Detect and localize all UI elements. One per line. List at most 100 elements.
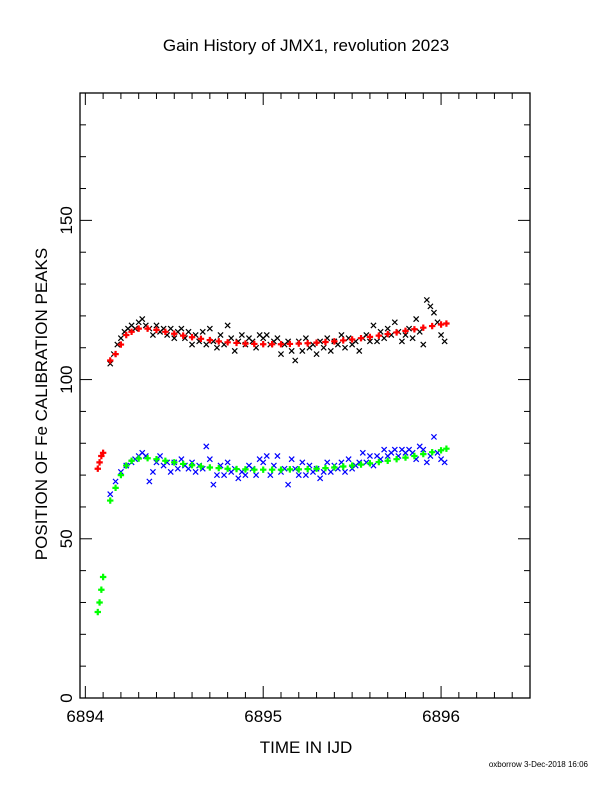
data-point-x (285, 481, 292, 488)
data-point-x (374, 338, 381, 345)
data-point-x (334, 341, 341, 348)
fit-point-plus (206, 464, 214, 471)
data-point-x (149, 331, 156, 339)
fit-point-plus (188, 462, 196, 469)
fit-point-plus (135, 455, 142, 462)
data-point-x (423, 459, 430, 466)
fit-point-plus (242, 340, 249, 347)
fit-point-plus (340, 463, 347, 470)
data-point-x (288, 347, 295, 354)
data-point-x (263, 331, 270, 339)
data-point-x (402, 331, 409, 339)
data-point-x (277, 351, 285, 358)
fit-point-plus (99, 449, 107, 457)
data-point-x (420, 446, 427, 453)
data-point-x (132, 325, 139, 332)
data-point-x (185, 465, 192, 472)
fit-point-plus (224, 465, 231, 472)
fit-point-plus (123, 462, 130, 469)
fit-point-plus (357, 461, 365, 468)
y-tick-label: 50 (57, 529, 76, 548)
fit-point-plus (322, 464, 329, 472)
data-point-x (114, 341, 121, 348)
data-point-x (302, 472, 309, 479)
fit-point-plus (242, 466, 249, 473)
data-point-x (238, 331, 245, 339)
data-point-x (398, 338, 405, 345)
data-point-x (423, 296, 430, 303)
y-tick-label: 0 (57, 693, 76, 702)
fit-point-plus (117, 471, 125, 479)
fit-point-plus (233, 465, 240, 473)
fit-point-plus (153, 455, 160, 463)
fit-point-plus (322, 338, 329, 346)
fit-point-plus (117, 341, 125, 348)
data-point-x (206, 325, 213, 332)
data-point-x (356, 347, 363, 354)
fit-point-plus (107, 357, 114, 364)
fit-point-plus (112, 484, 119, 492)
data-point-x (427, 303, 434, 310)
fit-point-plus (375, 458, 383, 466)
fit-point-plus (260, 341, 267, 348)
fit-point-plus (313, 339, 320, 346)
fit-point-plus (375, 332, 383, 339)
fit-point-plus (94, 608, 101, 616)
fit-point-plus (96, 599, 103, 606)
fit-point-plus (179, 332, 187, 339)
data-point-x (274, 452, 281, 460)
data-point-x (178, 325, 185, 332)
data-point-x (430, 433, 437, 440)
fit-point-plus (428, 448, 436, 456)
data-point-x (391, 446, 398, 453)
data-point-x (366, 452, 373, 460)
y-axis-label: POSITION OF Fe CALIBRATION PEAKS (32, 247, 51, 561)
data-point-x (430, 309, 437, 316)
fit-point-plus (268, 466, 276, 473)
data-point-x (203, 341, 210, 348)
data-point-x (274, 335, 281, 342)
fit-point-plus (402, 327, 409, 335)
fit-point-plus (348, 462, 356, 469)
data-point-x (391, 319, 398, 326)
data-point-x (317, 475, 324, 482)
fit-point-plus (215, 464, 222, 472)
fit-point-plus (260, 466, 267, 473)
data-point-x (117, 335, 124, 342)
fit-point-plus (277, 466, 285, 473)
data-point-x (189, 341, 196, 348)
fit-point-plus (135, 325, 142, 332)
x-tick-label: 6894 (66, 707, 104, 726)
data-point-x (359, 449, 366, 456)
data-point-x (213, 344, 220, 351)
fit-point-plus (107, 497, 114, 504)
fit-point-plus (171, 330, 178, 337)
data-point-x (185, 328, 192, 335)
data-point-x (224, 322, 231, 329)
fit-point-plus (331, 338, 338, 345)
fit-point-plus (153, 326, 160, 334)
data-point-x (157, 452, 164, 460)
data-point-x (192, 468, 199, 475)
data-point-x (384, 325, 391, 332)
fit-point-plus (99, 573, 107, 581)
fit-point-plus (277, 341, 285, 348)
footer-stamp: oxborrow 3-Dec-2018 16:06 (488, 760, 588, 769)
fit-point-plus (304, 465, 311, 473)
fit-point-plus (128, 457, 135, 464)
data-point-x (242, 472, 249, 479)
data-point-x (420, 341, 427, 348)
fit-point-plus (94, 465, 101, 472)
data-point-x (366, 338, 373, 345)
fit-point-plus (402, 454, 409, 461)
fit-point-plus (179, 460, 187, 468)
data-point-x (381, 446, 388, 453)
data-point-x (438, 331, 445, 339)
fit-point-plus (286, 340, 294, 348)
fit-point-plus (411, 452, 418, 460)
x-axis-label: TIME IN IJD (259, 738, 353, 757)
data-point-x (174, 465, 181, 472)
fit-point-plus (348, 336, 356, 343)
